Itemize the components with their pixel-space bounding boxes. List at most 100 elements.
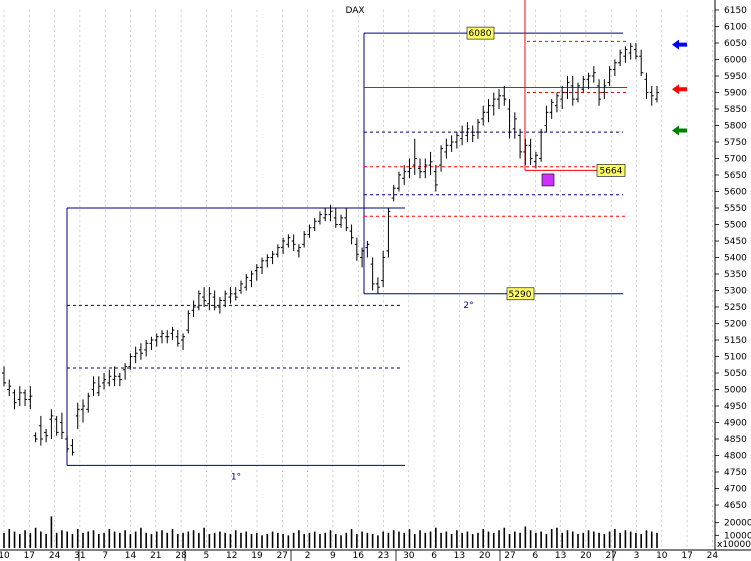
top-value-badge xyxy=(466,26,495,40)
ohlc-bar xyxy=(323,208,328,222)
arrow-shape xyxy=(672,125,687,136)
ohlc-bar xyxy=(233,287,238,301)
y-tick-label: 5450 xyxy=(724,237,747,247)
x-tick-label: 9 xyxy=(330,551,336,561)
y-tick-label: 6000 xyxy=(724,56,747,66)
ohlc-bar xyxy=(407,158,412,179)
ohlc-bar xyxy=(454,132,459,149)
ohlc-bar xyxy=(196,290,201,311)
ohlc-bar xyxy=(533,151,538,169)
x-tick-label: 17 xyxy=(681,551,692,561)
ohlc-bar xyxy=(302,231,307,248)
ohlc-bar xyxy=(49,409,54,439)
ohlc-bar xyxy=(618,49,623,67)
ohlc-bar xyxy=(560,85,565,109)
x-tick-label: 30 xyxy=(403,551,415,561)
ohlc-bar xyxy=(260,257,265,274)
ohlc-bar xyxy=(391,184,396,202)
ohlc-bar xyxy=(54,415,59,436)
ohlc-bar xyxy=(633,43,638,60)
ohlc-bar xyxy=(170,326,175,340)
ohlc-bar xyxy=(554,92,559,113)
x-tick-label: 12 xyxy=(226,551,237,561)
x-tick-label: 14 xyxy=(125,551,137,561)
red-box-label: 5664 xyxy=(600,166,623,176)
ohlc-bar xyxy=(133,346,138,364)
ohlc-bar xyxy=(465,122,470,142)
ohlc-bar xyxy=(38,415,43,446)
ohlc-bar xyxy=(307,224,312,238)
ohlc-bar xyxy=(65,435,70,453)
x-tick-label: 7 xyxy=(102,551,108,561)
y-tick-label: 5950 xyxy=(724,72,747,82)
arrow-icon xyxy=(672,125,687,136)
x-tick-label: 16 xyxy=(352,551,364,561)
x-tick-label: 6 xyxy=(431,551,437,561)
arrow-icon xyxy=(672,84,687,95)
arrow-shape xyxy=(672,39,687,50)
x-tick-label: 20 xyxy=(580,551,592,561)
ohlc-bar xyxy=(128,353,133,370)
y-tick-label: 5300 xyxy=(724,287,747,297)
ohlc-bar xyxy=(186,310,191,334)
ohlc-bar xyxy=(549,99,554,119)
y-tick-label: 6100 xyxy=(724,23,747,33)
ohlc-bar xyxy=(96,376,101,397)
y-tick-label: 4950 xyxy=(724,402,747,412)
x-tick-label: 21 xyxy=(150,551,161,561)
ohlc-bar xyxy=(17,386,22,406)
ohlc-bar xyxy=(217,297,222,314)
ohlc-bar xyxy=(144,340,149,357)
vol-tick-label: 20000 xyxy=(724,519,751,529)
ohlc-bar xyxy=(7,379,12,397)
y-tick-label: 5000 xyxy=(724,386,747,396)
ohlc-bar xyxy=(344,208,349,232)
ohlc-bar xyxy=(75,402,80,430)
arrow-shape xyxy=(672,84,687,95)
x-tick-label: 10 xyxy=(0,551,10,561)
ohlc-bar xyxy=(655,85,659,103)
ohlc-bar xyxy=(149,336,154,350)
ohlc-bar xyxy=(628,43,633,60)
ohlc-bar xyxy=(460,125,465,146)
ohlc-bar xyxy=(312,217,317,232)
y-tick-label: 5750 xyxy=(724,138,747,148)
bottom-value-label: 5290 xyxy=(509,290,532,300)
ohlc-bar xyxy=(328,204,333,222)
y-tick-label: 4900 xyxy=(724,419,747,429)
y-tick-label: 4750 xyxy=(724,468,747,478)
ohlc-bar xyxy=(497,89,502,109)
arrow-icon xyxy=(672,39,687,50)
ohlc-bar xyxy=(428,151,433,175)
y-tick-label: 5700 xyxy=(724,155,747,165)
ohlc-bar xyxy=(175,330,180,347)
ohlc-bar xyxy=(86,392,91,413)
ohlc-bar xyxy=(91,376,96,397)
ohlc-bar xyxy=(270,250,275,265)
ohlc-bar xyxy=(375,277,380,294)
x-tick-label: 27 xyxy=(605,551,616,561)
ohlc-bar xyxy=(612,59,617,76)
ohlc-bar xyxy=(544,105,549,133)
ohlc-bar xyxy=(275,244,280,258)
y-tick-label: 4800 xyxy=(724,452,747,462)
x-tick-label: 27 xyxy=(504,551,515,561)
y-tick-label: 5900 xyxy=(724,89,747,99)
ohlc-bar xyxy=(112,366,117,387)
ohlc-bar xyxy=(249,270,254,288)
vol-tick-label: 10000 xyxy=(724,531,751,541)
ohlc-bar xyxy=(165,330,170,344)
bottom-value-badge xyxy=(506,287,535,301)
ohlc-bar xyxy=(591,66,596,83)
ohlc-bar xyxy=(386,208,391,258)
ohlc-bar xyxy=(597,79,602,106)
ohlc-bar xyxy=(12,389,17,410)
ohlc-bar xyxy=(339,214,344,228)
y-tick-label: 5550 xyxy=(724,204,747,214)
x-tick-label: 24 xyxy=(49,551,61,561)
y-tick-label: 5100 xyxy=(724,353,747,363)
ohlc-bar xyxy=(486,99,491,123)
ohlc-bar xyxy=(207,287,212,311)
ohlc-bar xyxy=(70,439,75,456)
ohlc-bar xyxy=(223,290,228,307)
